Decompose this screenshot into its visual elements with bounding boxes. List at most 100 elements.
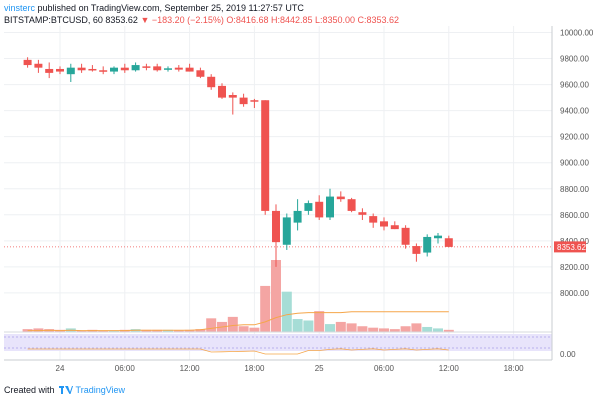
price-axis[interactable]: 10000.00 9800.00 9600.00 9400.00 9200.00 9000… [560, 29, 594, 298]
x-tick-label: 12:00 [180, 364, 201, 373]
volume-bar [368, 327, 379, 332]
candle-body [120, 67, 129, 71]
candle-body [56, 68, 64, 72]
candle-body [88, 68, 97, 71]
author-link[interactable]: vinsterc [4, 3, 36, 13]
candle-body [336, 196, 345, 200]
volume-bars [22, 260, 454, 332]
candle-body [434, 235, 442, 239]
candle-body [293, 210, 302, 223]
candle-body [444, 238, 453, 247]
volume-bar [260, 285, 271, 332]
volume-bar [422, 326, 433, 332]
volume-bar [325, 324, 335, 332]
volume-ma-line [27, 311, 449, 332]
y-tick-label: 9200.00 [560, 133, 589, 142]
created-with-label: Created with [4, 385, 55, 395]
volume-bar [292, 319, 303, 332]
y-tick-label: 9600.00 [560, 81, 589, 90]
y-tick-label: 9800.00 [560, 55, 589, 64]
volume-bar [184, 329, 195, 332]
candle-body [23, 59, 32, 66]
symbol-label: BITSTAMP:BTCUSD, 60 [4, 15, 103, 25]
y-tick-label: 9400.00 [560, 107, 589, 116]
candle-body [347, 199, 356, 211]
candle-body [401, 227, 410, 245]
x-tick-label: 24 [56, 364, 65, 373]
x-tick-label: 25 [315, 364, 324, 373]
volume-bar [249, 327, 260, 332]
volume-bar [303, 320, 314, 332]
y-tick-label: 8600.00 [560, 211, 589, 220]
candle-body [272, 210, 280, 243]
indicator-pane-bg [4, 334, 552, 351]
volume-bar [76, 330, 87, 332]
candle-body [34, 63, 43, 68]
indicator-line [27, 348, 449, 355]
x-tick-label: 12:00 [439, 364, 460, 373]
volume-bar [163, 329, 173, 332]
published-text: published on TradingView.com, September … [37, 3, 304, 13]
last-price-badge: 8353.62 [554, 241, 586, 253]
candle-body [185, 67, 194, 72]
symbol-info: BITSTAMP:BTCUSD, 60 8353.62 ▼ −183.20 (−… [4, 15, 399, 25]
y-tick-label: 8800.00 [560, 185, 589, 194]
chart-grid [4, 26, 552, 360]
volume-bar [227, 316, 238, 332]
candle-body [390, 225, 399, 230]
volume-bar [443, 329, 454, 332]
y-tick-label: 8200.00 [560, 263, 589, 272]
candle-body [358, 212, 367, 215]
volume-bar [335, 321, 346, 332]
candle-body [131, 65, 140, 71]
volume-bar [22, 329, 33, 332]
volume-bar [98, 330, 109, 332]
volume-bar [173, 330, 184, 332]
candle-body [99, 70, 108, 72]
volume-bar [281, 291, 292, 332]
volume-bar [238, 326, 249, 332]
price-change: ▼ −183.20 (−2.15%) [140, 15, 224, 25]
y-tick-label: 10000.00 [560, 29, 594, 38]
volume-bar [379, 328, 389, 332]
volume-bar [389, 329, 400, 332]
candle-body [196, 70, 205, 77]
volume-bar [109, 330, 119, 332]
candle-body [261, 100, 270, 211]
volume-bar [152, 329, 163, 332]
candle-body [282, 217, 291, 245]
volume-bar [195, 329, 206, 332]
x-tick-label: 18:00 [504, 364, 525, 373]
candle-body [207, 76, 216, 88]
candle-body [304, 203, 313, 211]
candle-body [228, 95, 237, 98]
tradingview-brand-link[interactable]: TradingView [75, 385, 126, 395]
current-price: 8353.62 [105, 15, 138, 25]
x-tick-label: 06:00 [115, 364, 136, 373]
last-price-label: 8353.62 [557, 243, 586, 252]
candle-body [45, 68, 54, 73]
y-tick-label: 9000.00 [560, 159, 589, 168]
tradingview-logo-icon [58, 386, 73, 394]
x-tick-label: 06:00 [374, 364, 395, 373]
candle-body [250, 100, 259, 102]
candle-body [110, 67, 118, 72]
publish-info: vinsterc published on TradingView.com, S… [4, 3, 304, 13]
candle-body [423, 236, 432, 253]
ohlc-values: O:8416.68 H:8442.85 L:8350.00 C:8353.62 [226, 15, 400, 25]
candle-body [239, 97, 248, 105]
volume-bar [357, 326, 368, 332]
indicator-axis-tick: 0.00 [560, 350, 576, 359]
volume-bar [346, 323, 357, 332]
candle-body [326, 196, 334, 218]
volume-bar [314, 311, 325, 332]
candle-body [315, 201, 324, 218]
candle-body [218, 85, 226, 98]
y-tick-label: 8400.00 [560, 237, 589, 246]
time-axis[interactable]: 24 06:00 12:00 18:00 25 06:00 12:00 18:00 [56, 364, 525, 373]
candle-body [380, 221, 388, 227]
candle-body [174, 67, 183, 70]
candle-body [77, 67, 86, 71]
volume-bar [400, 326, 411, 332]
